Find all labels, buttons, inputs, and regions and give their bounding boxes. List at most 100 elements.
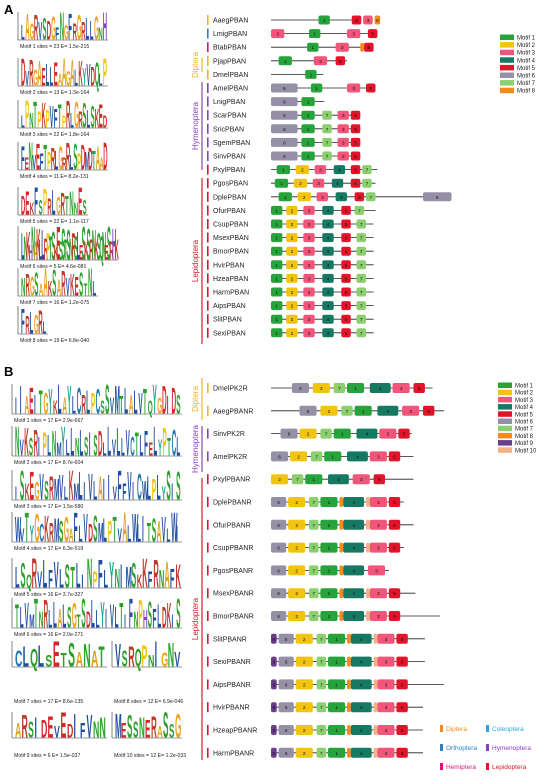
logo-letter: F xyxy=(129,591,133,637)
motif-box xyxy=(347,702,351,713)
motif-number: 9 xyxy=(273,728,276,734)
motif-number: 4 xyxy=(338,168,341,174)
logo-letter: S xyxy=(59,236,63,265)
motif-box xyxy=(271,725,277,735)
motif-number: 6 xyxy=(307,409,310,415)
motif-number: 2 xyxy=(295,546,298,552)
motif-number: 1 xyxy=(275,304,278,310)
motif-number: 4 xyxy=(387,409,390,415)
logo-letter: F xyxy=(98,553,103,597)
motif-box xyxy=(328,702,346,713)
logo-letter: I xyxy=(171,479,173,505)
motif-number: 7 xyxy=(360,276,363,282)
group-tick xyxy=(207,327,209,338)
motif-box xyxy=(350,725,372,735)
motif-box xyxy=(288,497,306,507)
logo-letter: D xyxy=(88,142,92,177)
species-name: SexiPBAN xyxy=(213,330,246,337)
logo-letter: V xyxy=(20,435,24,461)
group-tick xyxy=(207,123,209,134)
motif-box xyxy=(333,428,351,439)
legend-swatch xyxy=(500,34,514,40)
motif-box xyxy=(271,702,277,713)
logo-letter: Y xyxy=(153,377,157,423)
group-tick xyxy=(207,451,209,462)
logo-letter: T xyxy=(135,426,139,464)
motif-number: 7 xyxy=(369,195,372,201)
motif-number: 2 xyxy=(291,222,294,228)
motif-box xyxy=(350,656,372,667)
motif-number: 4 xyxy=(352,591,355,597)
motif-box xyxy=(369,588,387,599)
logo-letter: I xyxy=(176,521,178,547)
motif-box xyxy=(350,747,372,758)
motif-number: 4 xyxy=(327,249,330,255)
motif-box xyxy=(301,124,315,134)
logo-letter: L xyxy=(103,512,107,549)
motif-number: 5 xyxy=(401,705,404,711)
logo-letter: F xyxy=(153,604,157,634)
panel-a-group-lepidoptera: Lepidoptera xyxy=(191,178,203,344)
motif-number: 1 xyxy=(323,18,326,24)
motif-box xyxy=(350,679,372,690)
motif-box xyxy=(295,747,313,758)
motif-box xyxy=(351,15,362,25)
order-swatch xyxy=(440,725,443,732)
motif-number: 7 xyxy=(320,751,323,757)
panel-b-row-HvirPBANR: HvirPBANR 9 6 2 7 1 4 3 5 xyxy=(207,702,423,713)
motif-number: 5 xyxy=(345,304,348,310)
logo-letter: R xyxy=(66,93,70,136)
motif-number: 3 xyxy=(387,432,390,438)
logo-caption: Motif 9 sites = 6 E= 1.5e-037 xyxy=(14,753,80,759)
logo-letter: S xyxy=(51,225,55,270)
motif-box xyxy=(350,165,361,175)
logo-letter: V xyxy=(59,469,63,508)
group-tick xyxy=(207,383,209,393)
logo-letter: A xyxy=(122,505,127,551)
logo-letter: S xyxy=(82,97,86,136)
logo-letter: V xyxy=(50,100,54,135)
motif-box xyxy=(309,29,321,39)
motif-box xyxy=(309,565,319,576)
logo-letter: E xyxy=(54,56,58,94)
motif-number: 1 xyxy=(341,432,344,438)
motif-number: 1 xyxy=(275,290,278,296)
motif-box xyxy=(276,165,290,175)
motif-box xyxy=(354,205,365,215)
motif-box xyxy=(322,301,334,311)
motif-number: 5 xyxy=(354,140,357,146)
group-label: Lepidoptera xyxy=(191,597,200,640)
motif-box xyxy=(369,542,387,553)
logo-letter: L xyxy=(21,111,25,131)
group-label: Diptera xyxy=(191,52,200,78)
motif-number: 7 xyxy=(360,222,363,228)
logo-letter: R xyxy=(153,553,158,597)
logo-letter: F xyxy=(68,6,72,48)
motif-box xyxy=(373,474,385,485)
legend-swatch xyxy=(498,447,512,453)
logo-letter: T xyxy=(147,518,151,548)
panel-b-row-DmelPK2R: DmelPK2R 6 2 7 1 4 3 5 xyxy=(207,383,433,393)
logo-letter: E xyxy=(121,719,126,743)
motif-number: 1 xyxy=(275,263,278,269)
species-name: DplePBAN xyxy=(213,194,246,201)
logo-letter: S xyxy=(122,645,128,671)
motif-number: 7 xyxy=(312,523,315,529)
logo-letter: L xyxy=(93,278,97,301)
motif-box xyxy=(366,588,370,599)
logo-letter: Y xyxy=(67,379,71,424)
logo-letter: L xyxy=(166,524,170,545)
motif-box xyxy=(303,301,315,311)
logo-letter: A xyxy=(34,236,38,265)
logo-letter: L xyxy=(58,377,62,423)
logo-letter: L xyxy=(107,419,111,465)
motif-box xyxy=(320,519,338,530)
motif-box xyxy=(343,542,365,553)
logo-letter: N xyxy=(92,223,96,269)
group-tick xyxy=(207,137,209,148)
motif-number: 6 xyxy=(436,195,439,201)
species-name: SgemPBAN xyxy=(213,140,250,147)
panel-a-group-diptera: Diptera xyxy=(191,52,203,78)
motif-box xyxy=(278,702,294,713)
motif-number: 5 xyxy=(401,751,404,757)
